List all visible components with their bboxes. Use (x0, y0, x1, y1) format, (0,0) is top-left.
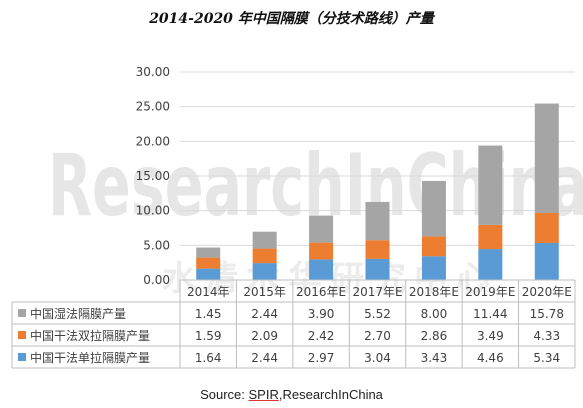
bar-segment (534, 212, 559, 243)
bar-segment (421, 180, 446, 237)
x-category-label: 2016年E (296, 285, 346, 299)
bar-segment (252, 263, 277, 280)
data-label: 1.59 (195, 329, 222, 343)
stacked-bar-chart: ResearchInChina水清木华研究中心0.005.0010.0015.0… (11, 65, 583, 369)
data-label: 2.42 (308, 329, 335, 343)
bar-segment (196, 257, 221, 269)
source-sep: , (278, 387, 283, 402)
bar-segment (309, 259, 334, 280)
source-prefix: Source: (200, 387, 249, 402)
bar-segment (309, 242, 334, 260)
x-category-label: 2018年E (409, 285, 459, 299)
legend-key (18, 331, 26, 339)
chart-title: 2014-2020 年中国隔膜（分技术路线）产量 (149, 11, 434, 27)
legend-key (18, 309, 26, 317)
y-tick-label: 15.00 (136, 169, 170, 183)
bar-segment (421, 256, 446, 280)
data-label: 1.45 (195, 307, 222, 321)
bar-segment (196, 268, 221, 280)
data-label: 2.86 (421, 329, 448, 343)
data-label: 11.44 (473, 307, 507, 321)
data-label: 2.97 (308, 351, 335, 365)
bar-segment (309, 215, 334, 243)
data-label: 3.04 (364, 351, 391, 365)
x-category-label: 2017年E (352, 285, 402, 299)
legend-label: 中国干法双拉隔膜产量 (30, 328, 150, 343)
y-tick-label: 5.00 (143, 238, 170, 252)
legend-label: 中国干法单拉隔膜产量 (30, 350, 150, 365)
bar-segment (421, 236, 446, 257)
source-org: SPIR (248, 387, 279, 402)
y-tick-label: 30.00 (136, 65, 170, 79)
y-tick-label: 0.00 (143, 273, 170, 287)
data-label: 4.33 (533, 329, 560, 343)
data-label: 8.00 (421, 307, 448, 321)
data-label: 3.90 (308, 307, 335, 321)
data-label: 5.52 (364, 307, 391, 321)
data-label: 2.09 (251, 329, 278, 343)
data-label: 2.44 (251, 351, 278, 365)
bar-segment (478, 145, 503, 225)
data-label: 5.34 (533, 351, 560, 365)
legend-label: 中国湿法隔膜产量 (30, 306, 126, 321)
bar-segment (196, 247, 221, 258)
bar-segment (365, 201, 390, 241)
data-label: 2.70 (364, 329, 391, 343)
source-name: ResearchInChina (282, 387, 383, 402)
x-category-label: 2019年E (465, 285, 515, 299)
x-category-label: 2020年E (522, 285, 572, 299)
bar-segment (252, 248, 277, 264)
bar-segment (534, 103, 559, 213)
bar-segment (478, 249, 503, 280)
y-tick-label: 25.00 (136, 100, 170, 114)
data-label: 1.64 (195, 351, 222, 365)
bar-segment (534, 242, 559, 280)
bar-segment (365, 258, 390, 280)
x-category-label: 2015年 (243, 285, 286, 299)
source-note: Source: SPIR,ResearchInChina (0, 387, 583, 402)
bar-segment (365, 240, 390, 259)
y-tick-label: 20.00 (136, 134, 170, 148)
data-label: 3.43 (421, 351, 448, 365)
x-category-label: 2014年 (187, 285, 230, 299)
data-label: 3.49 (477, 329, 504, 343)
data-label: 15.78 (530, 307, 564, 321)
data-label: 4.46 (477, 351, 504, 365)
data-label: 2.44 (251, 307, 278, 321)
y-tick-label: 10.00 (136, 204, 170, 218)
legend-key (18, 353, 26, 361)
bar-segment (252, 231, 277, 249)
bar-segment (478, 224, 503, 250)
